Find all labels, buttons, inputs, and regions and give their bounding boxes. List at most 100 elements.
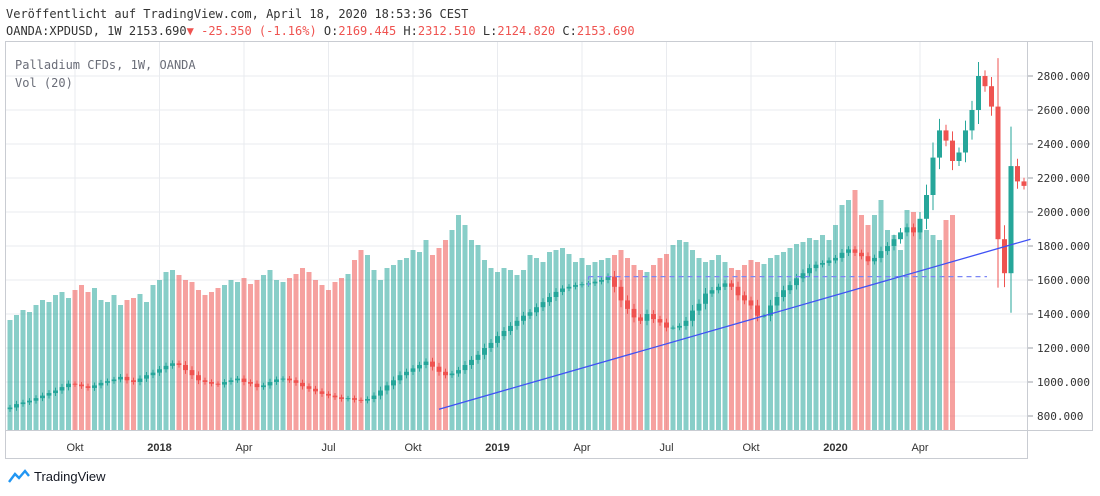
candle-body	[371, 395, 377, 399]
volume-bar	[859, 215, 864, 430]
close-label: C:	[562, 24, 577, 38]
candle-body	[436, 366, 442, 372]
volume-bar	[722, 262, 728, 430]
candle-body	[839, 252, 845, 258]
candle-body	[79, 384, 84, 387]
candle-body	[800, 273, 806, 279]
volume-bar	[254, 280, 260, 430]
series-legend[interactable]: Palladium CFDs, 1W, OANDA	[15, 58, 196, 72]
y-axis-ticks: 800.000 1000.000 1200.000 1400.000 1600.000 1…	[1028, 70, 1090, 423]
chart-pane[interactable]	[5, 41, 1028, 431]
candle-body	[644, 314, 650, 321]
x-tick-label: Apr	[911, 442, 928, 454]
candle-body	[196, 375, 201, 381]
volume-bar	[475, 245, 481, 430]
candle-body	[1002, 239, 1007, 274]
volume-bar	[898, 250, 903, 430]
candle-body	[92, 385, 97, 388]
candle-body	[989, 86, 994, 107]
volume-bar	[930, 235, 936, 430]
y-tick-label: 800.000	[1037, 410, 1083, 423]
candle-body	[293, 380, 299, 383]
time-axis[interactable]	[5, 431, 1028, 459]
x-tick-label: 2018	[147, 442, 171, 454]
volume-bar	[924, 230, 929, 430]
volume-bar	[618, 250, 624, 430]
volume-bar	[683, 242, 689, 430]
candle-body	[189, 370, 195, 376]
candle-body	[716, 286, 721, 291]
volume-bar	[280, 282, 286, 430]
candle-body	[859, 252, 864, 257]
x-tick-label: 2019	[485, 442, 509, 454]
high-label: H:	[403, 24, 418, 38]
candle-body	[98, 382, 104, 386]
candle-body	[826, 260, 832, 263]
symbol-label: OANDA:XPDUSD, 1W	[6, 24, 122, 38]
candle-body	[696, 303, 702, 311]
x-tick-label: Okt	[404, 442, 421, 454]
candle-body	[794, 278, 799, 286]
volume-bar	[189, 282, 195, 430]
volume-bar	[566, 254, 572, 430]
candle-body	[33, 398, 39, 401]
brand-name: TradingView	[34, 468, 106, 484]
candle-body	[53, 390, 58, 394]
candle-body	[261, 385, 266, 388]
candle-body	[85, 386, 91, 388]
open-value: 2169.445	[338, 24, 397, 38]
volume-bar	[950, 215, 955, 430]
volume-bar	[677, 240, 682, 430]
candle-body	[631, 308, 637, 318]
high-value: 2312.510	[417, 24, 476, 38]
volume-bar	[40, 300, 45, 430]
tradingview-branding[interactable]: TradingView	[8, 468, 106, 484]
volume-bar	[137, 294, 143, 430]
candle-body	[27, 400, 32, 403]
candle-body	[358, 399, 364, 401]
candle-body	[404, 371, 409, 376]
volume-bar	[215, 288, 221, 430]
candle-body	[742, 295, 747, 301]
candle-body	[956, 152, 962, 161]
volume-bar	[378, 280, 383, 430]
price-axis[interactable]	[1028, 41, 1093, 431]
volume-bar	[612, 255, 617, 430]
candle-body	[157, 369, 162, 373]
volume-bar	[508, 270, 513, 430]
candle-body	[982, 76, 988, 87]
volume-bars	[7, 190, 955, 430]
volume-bar	[807, 238, 812, 430]
candle-body	[319, 391, 325, 394]
open-label: O:	[323, 24, 339, 38]
x-tick-label: Jul	[321, 442, 335, 454]
x-axis-ticks: Okt 2018 Apr Jul Okt 2019 Apr Jul Okt 2020 Apr	[66, 442, 928, 454]
volume-legend[interactable]: Vol (20)	[15, 76, 73, 90]
candle-body	[1021, 181, 1027, 186]
candle-body	[729, 283, 734, 287]
volume-bar	[579, 258, 585, 430]
volume-bar	[625, 258, 630, 430]
candle-body	[930, 157, 936, 195]
candle-body	[573, 285, 578, 287]
candle-body	[274, 379, 279, 382]
candle-body	[228, 380, 234, 382]
candle-body	[995, 106, 1001, 240]
candle-body	[209, 382, 214, 384]
candle-body	[638, 317, 643, 321]
candle-body	[1015, 166, 1020, 182]
candle-body	[20, 402, 26, 405]
volume-bar	[235, 282, 240, 430]
y-tick-label: 2000.000	[1037, 206, 1090, 219]
volume-bar	[761, 264, 767, 430]
volume-bar	[358, 250, 364, 430]
candle-body	[774, 297, 780, 306]
volume-bar	[391, 265, 396, 430]
volume-bar	[14, 315, 19, 430]
volume-bar	[176, 275, 182, 430]
volume-bar	[573, 262, 578, 430]
candle-body	[150, 372, 156, 376]
candle-body	[969, 110, 975, 131]
volume-bar	[85, 292, 91, 430]
